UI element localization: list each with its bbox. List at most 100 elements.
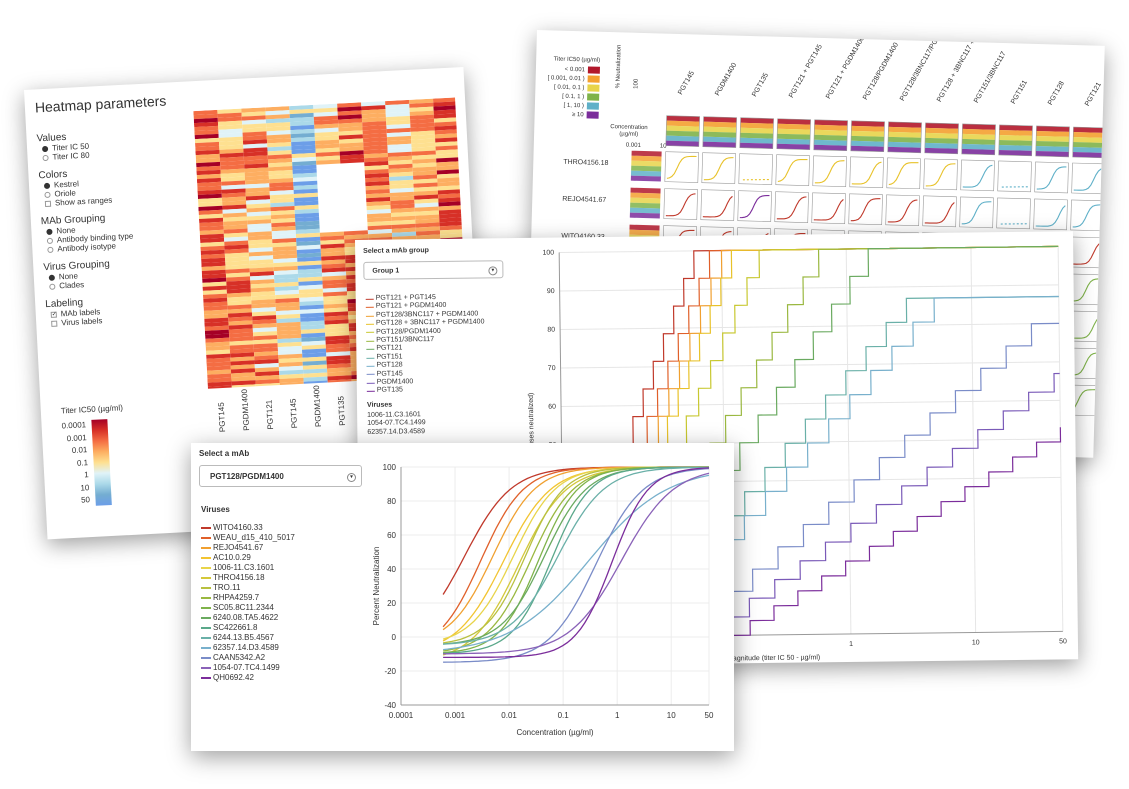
virus-legend-item[interactable]: 6244.13.B5.4567 — [201, 633, 295, 643]
heatmap-cell — [436, 157, 461, 163]
virus-legend-label: TRO.11 — [213, 583, 241, 592]
grid-cell-curve — [702, 195, 733, 218]
virus-legend-item[interactable]: 62357.14.D3.4589 — [201, 643, 295, 653]
heatmap-cell — [221, 180, 246, 186]
radio-icon[interactable] — [49, 283, 56, 290]
radio-icon[interactable] — [46, 228, 53, 235]
heatmap-cell — [339, 138, 364, 144]
heatmap-cell — [267, 158, 293, 164]
heatmap-cell — [300, 328, 326, 334]
group-legend-item[interactable]: PGT135 — [366, 386, 486, 396]
series-line — [442, 466, 710, 652]
radio-icon[interactable] — [48, 274, 55, 281]
heatmap-cell — [388, 159, 413, 166]
heatmap-cell — [197, 185, 222, 192]
checkbox-icon[interactable] — [44, 200, 52, 207]
heatmap-cell — [434, 133, 460, 139]
heatmap-cell — [386, 131, 411, 138]
grid-header-cell — [850, 120, 885, 153]
heatmap-cell — [438, 197, 463, 203]
heatmap-cell — [293, 180, 318, 187]
virus-legend-item[interactable]: 6240.08.TA5.4622 — [201, 613, 295, 623]
heatmap-cell — [221, 184, 246, 190]
grid-header-cell-band — [1035, 145, 1069, 152]
heatmap-cell — [227, 296, 252, 302]
heatmap-cell — [385, 103, 410, 110]
heatmap-cell — [199, 229, 224, 235]
virus-legend-item[interactable]: THRO4156.18 — [201, 573, 295, 583]
virus-legend-item[interactable]: CAAN5342.A2 — [201, 653, 295, 663]
mab-select[interactable]: PGT128/PGDM1400 ▾ — [199, 465, 362, 487]
heatmap-cell — [409, 110, 434, 116]
radio-icon[interactable] — [41, 145, 49, 152]
heatmap-cell — [276, 321, 301, 328]
heatmap-cell — [363, 145, 388, 151]
heatmap-cell — [224, 240, 249, 246]
heatmap-cell — [246, 215, 272, 221]
heatmap-cell — [274, 277, 299, 284]
heatmap-cell — [292, 172, 317, 179]
heatmap-cell — [361, 101, 386, 107]
heatmap-cell — [242, 135, 267, 141]
heatmap-cell — [244, 175, 270, 181]
radio-icon[interactable] — [47, 246, 54, 253]
param-option-label: Antibody isotype — [57, 241, 117, 254]
virus-legend-item[interactable]: WITO4160.33 — [201, 523, 295, 533]
virus-legend-item[interactable]: SC05.8C11.2344 — [201, 603, 295, 613]
heatmap-cell — [362, 121, 387, 127]
heatmap-cell — [251, 303, 276, 309]
virus-legend-item[interactable]: WEAU_d15_410_5017 — [201, 533, 295, 543]
heatmap-cell — [433, 101, 458, 107]
heatmap-cell — [368, 232, 393, 239]
heatmap-cell — [251, 295, 276, 301]
heatmap-cell — [415, 230, 441, 236]
grid-cell-curve — [1071, 242, 1102, 265]
heatmap-cell — [193, 109, 218, 116]
heatmap-cell — [206, 369, 232, 375]
mab-select-label: Select a mAb — [199, 449, 250, 458]
heatmap-cell — [228, 320, 253, 326]
heatmap-cell — [300, 312, 325, 318]
heatmap-cell — [337, 110, 362, 116]
heatmap-cell — [230, 352, 255, 358]
heatmap-cell — [298, 280, 323, 286]
virus-legend-label: THRO4156.18 — [213, 573, 265, 582]
heatmap-cell — [278, 365, 304, 372]
virus-legend-item[interactable]: REJO4541.67 — [201, 543, 295, 553]
heatmap-mab-label: PGT121 — [264, 399, 276, 430]
group-legend-line — [366, 340, 375, 342]
heatmap-cell — [217, 112, 242, 118]
virus-legend-item[interactable]: RHPA4259.7 — [201, 593, 295, 603]
heatmap-cell — [410, 118, 435, 124]
grid-header-cell-band — [998, 144, 1032, 151]
group-select[interactable]: Group 1 ▾ — [363, 260, 504, 280]
radio-icon[interactable] — [42, 154, 49, 161]
heatmap-mab-label: PGDM1400 — [239, 388, 252, 432]
checkbox-icon[interactable] — [51, 320, 58, 327]
heatmap-cell — [266, 130, 291, 136]
heatmap-cell — [226, 292, 252, 298]
virus-legend-item[interactable]: QH0692.42 — [201, 673, 295, 683]
virus-legend-line — [201, 597, 211, 599]
grid-header-cell — [887, 121, 922, 154]
param-option-label: Titer IC 80 — [52, 150, 90, 162]
radio-icon[interactable] — [43, 182, 51, 189]
heatmap-cell — [205, 349, 231, 355]
virus-legend-item[interactable]: 1054-07.TC4.1499 — [201, 663, 295, 673]
virus-legend-item[interactable]: SC422661.8 — [201, 623, 295, 633]
virus-legend-item[interactable]: 1006-11.C3.1601 — [201, 563, 295, 573]
virus-legend-label: REJO4541.67 — [213, 543, 264, 552]
heatmap-cell — [299, 296, 324, 302]
y-tick-label: 60 — [387, 531, 396, 540]
heatmap-cell — [279, 377, 304, 384]
virus-legend-item[interactable]: AC10.0.29 — [201, 553, 295, 563]
grid-header-cell-band — [813, 139, 848, 146]
radio-icon[interactable] — [44, 191, 51, 198]
heatmap-cell — [303, 372, 328, 378]
group-legend-label: PGT121 — [376, 344, 403, 353]
radio-icon[interactable] — [46, 237, 54, 244]
heatmap-cell — [249, 271, 275, 277]
virus-legend-item[interactable]: TRO.11 — [201, 583, 295, 593]
heatmap-cell — [434, 117, 459, 123]
checkbox-icon[interactable]: ✓ — [50, 311, 57, 318]
